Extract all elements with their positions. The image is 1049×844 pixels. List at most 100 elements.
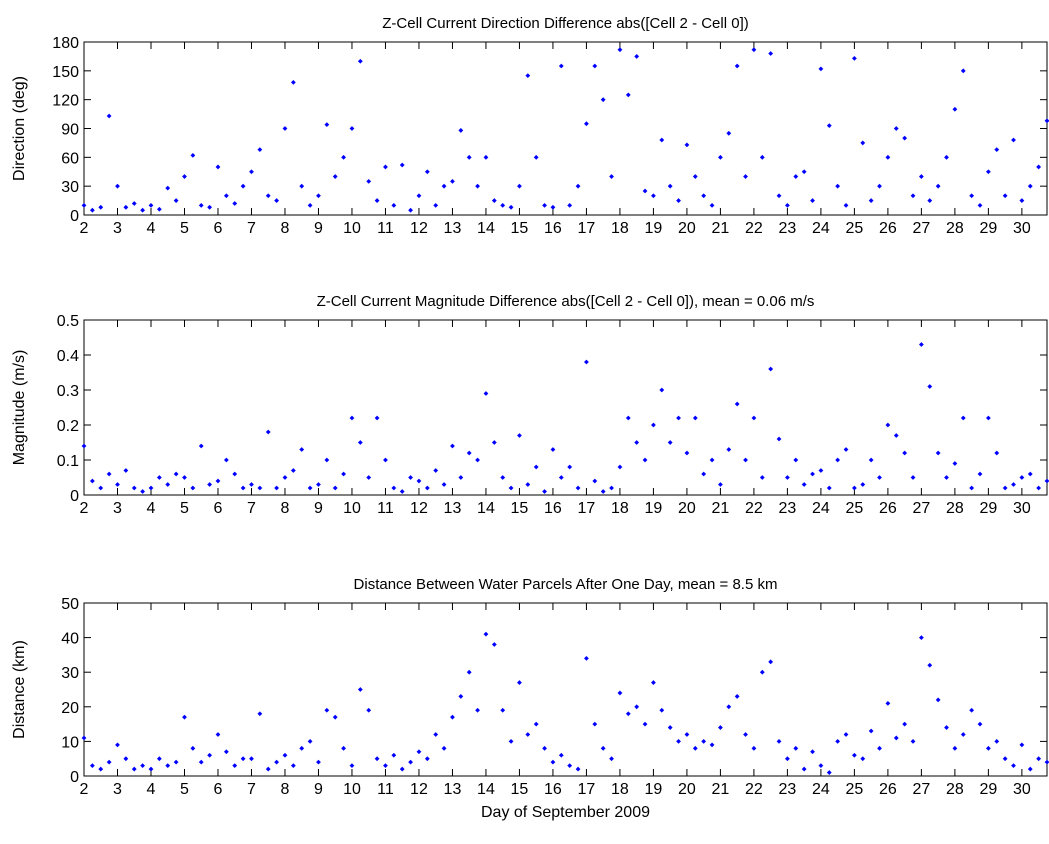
data-point — [257, 485, 263, 491]
data-point — [148, 485, 154, 491]
data-point — [1036, 485, 1042, 491]
data-point — [609, 485, 614, 491]
data-point — [994, 450, 1000, 456]
y-tick-label: 120 — [52, 93, 79, 110]
data-point — [659, 137, 665, 143]
data-point — [734, 63, 740, 69]
data-point — [249, 169, 254, 175]
data-point — [550, 204, 556, 210]
plot-frame — [83, 602, 1048, 777]
data-point — [692, 745, 698, 751]
data-point — [508, 204, 514, 210]
data-point — [785, 475, 790, 480]
data-point — [140, 207, 146, 213]
data-point — [240, 485, 246, 491]
x-tick-label: 10 — [343, 220, 361, 237]
x-tick-label: 24 — [812, 220, 830, 237]
x-tick-label: 27 — [912, 500, 930, 517]
data-point — [366, 178, 372, 184]
data-point — [885, 700, 891, 706]
data-point — [249, 482, 254, 487]
data-point — [801, 766, 807, 772]
x-tick-label: 11 — [377, 781, 394, 798]
data-point — [148, 766, 154, 772]
y-tick-label: 0.2 — [57, 418, 79, 435]
data-point — [994, 147, 1000, 153]
data-point — [826, 123, 832, 129]
x-tick-label: 18 — [611, 500, 629, 517]
x-tick-label: 2 — [80, 781, 89, 798]
data-point — [726, 704, 732, 710]
data-point — [977, 721, 983, 727]
data-point — [843, 447, 849, 452]
data-point — [374, 756, 380, 762]
x-tick-label: 4 — [147, 220, 156, 237]
data-point — [810, 471, 815, 477]
y-tick-label: 150 — [52, 64, 79, 81]
data-point — [567, 763, 573, 769]
data-point — [324, 707, 330, 713]
x-tick-label: 4 — [147, 500, 156, 517]
data-point — [215, 164, 221, 170]
data-point — [734, 694, 740, 699]
data-point — [190, 153, 196, 158]
data-point — [140, 763, 146, 769]
data-point — [600, 97, 606, 103]
data-point — [1027, 766, 1033, 772]
data-point — [173, 471, 179, 477]
data-point — [684, 732, 690, 737]
data-point — [324, 122, 330, 128]
data-point — [1002, 485, 1008, 491]
data-point — [223, 457, 229, 463]
subplot-title: Distance Between Water Parcels After One… — [354, 576, 778, 593]
data-point — [332, 174, 338, 179]
data-point — [718, 725, 723, 730]
data-point — [349, 415, 355, 421]
data-point — [299, 183, 305, 189]
data-point — [98, 766, 104, 772]
data-point — [877, 745, 882, 751]
data-point — [399, 162, 405, 168]
data-point — [424, 756, 430, 762]
data-point — [584, 359, 589, 365]
data-point — [307, 739, 313, 744]
data-point — [667, 725, 673, 730]
x-tick-label: 3 — [113, 500, 122, 517]
data-point — [391, 485, 397, 491]
data-point — [625, 711, 631, 717]
data-point — [776, 739, 782, 744]
data-point — [106, 759, 112, 765]
x-tick-label: 30 — [1013, 500, 1031, 517]
data-point — [785, 202, 790, 208]
x-tick-label: 22 — [745, 220, 763, 237]
data-point — [927, 384, 933, 389]
data-point — [408, 759, 413, 765]
data-point — [642, 721, 648, 727]
data-point — [684, 450, 690, 456]
data-point — [952, 106, 958, 112]
data-point — [759, 154, 765, 160]
data-point — [182, 174, 187, 179]
data-point — [617, 464, 623, 470]
data-point — [567, 202, 573, 208]
data-point — [424, 169, 430, 175]
data-point — [684, 142, 690, 148]
data-point — [123, 468, 129, 473]
y-tick-label: 20 — [61, 700, 79, 717]
data-point — [207, 752, 213, 758]
data-point — [517, 680, 522, 685]
data-point — [918, 635, 924, 640]
data-point — [265, 766, 271, 772]
data-point — [399, 766, 405, 772]
x-tick-label: 15 — [511, 781, 529, 798]
data-point — [475, 707, 480, 713]
data-point — [383, 763, 388, 769]
data-point — [944, 725, 949, 730]
data-point — [165, 482, 171, 487]
data-point — [542, 489, 547, 494]
x-tick-label: 17 — [578, 781, 596, 798]
x-tick-label: 12 — [410, 781, 428, 798]
x-tick-label: 5 — [180, 500, 189, 517]
data-point — [391, 752, 397, 758]
x-tick-label: 14 — [477, 220, 495, 237]
